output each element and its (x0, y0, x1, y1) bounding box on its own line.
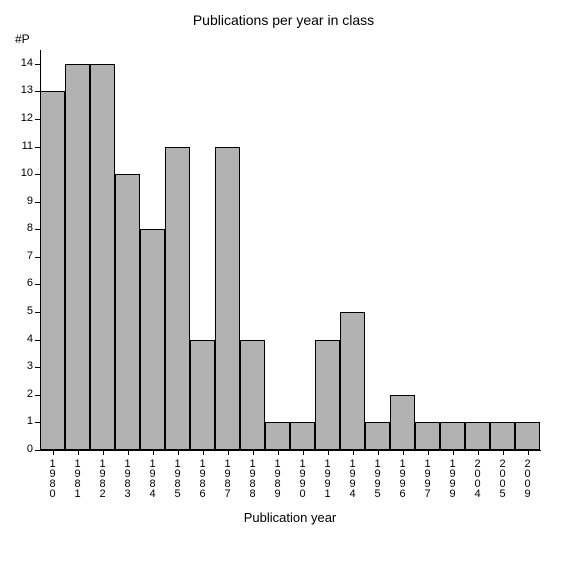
y-tick-label: 1 (8, 415, 33, 427)
y-tick-label: 13 (8, 84, 33, 96)
x-tick-label: 1997 (422, 458, 434, 498)
bar (115, 174, 140, 450)
x-tick-label: 1981 (72, 458, 84, 498)
x-tick-mark (53, 450, 54, 455)
x-tick-label: 1984 (147, 458, 159, 498)
chart-container: Publications per year in class #P Public… (0, 0, 567, 567)
y-tick-label: 9 (8, 195, 33, 207)
y-axis-label: #P (15, 32, 30, 46)
x-tick-label: 2009 (522, 458, 534, 498)
y-tick-label: 14 (8, 57, 33, 69)
x-tick-label: 1994 (347, 458, 359, 498)
x-axis-label: Publication year (40, 510, 540, 525)
y-tick-label: 5 (8, 305, 33, 317)
x-tick-mark (403, 450, 404, 455)
bar (340, 312, 365, 450)
y-tick-label: 6 (8, 277, 33, 289)
bar (490, 422, 515, 450)
x-tick-label: 1987 (222, 458, 234, 498)
y-tick-label: 0 (8, 443, 33, 455)
x-tick-mark (278, 450, 279, 455)
x-tick-label: 1991 (322, 458, 334, 498)
x-tick-label: 1983 (122, 458, 134, 498)
x-tick-label: 1996 (397, 458, 409, 498)
y-tick-mark (35, 64, 40, 65)
bar (140, 229, 165, 450)
y-tick-label: 7 (8, 250, 33, 262)
bar (40, 91, 65, 450)
y-tick-label: 2 (8, 388, 33, 400)
y-tick-label: 8 (8, 222, 33, 234)
y-tick-label: 4 (8, 333, 33, 345)
bar (190, 340, 215, 450)
bar (265, 422, 290, 450)
x-tick-mark (528, 450, 529, 455)
x-tick-mark (153, 450, 154, 455)
x-tick-mark (328, 450, 329, 455)
y-tick-label: 3 (8, 360, 33, 372)
y-tick-mark (35, 450, 40, 451)
bar (465, 422, 490, 450)
x-tick-mark (478, 450, 479, 455)
bar (65, 64, 90, 450)
bar (515, 422, 540, 450)
x-tick-mark (78, 450, 79, 455)
x-tick-label: 1990 (297, 458, 309, 498)
x-tick-label: 1986 (197, 458, 209, 498)
bar (440, 422, 465, 450)
bar (165, 147, 190, 450)
x-tick-mark (378, 450, 379, 455)
chart-title: Publications per year in class (0, 12, 567, 28)
bar (390, 395, 415, 450)
x-tick-mark (228, 450, 229, 455)
y-tick-label: 12 (8, 112, 33, 124)
x-tick-label: 1980 (47, 458, 59, 498)
y-tick-label: 10 (8, 167, 33, 179)
x-tick-mark (503, 450, 504, 455)
x-tick-mark (128, 450, 129, 455)
x-tick-mark (103, 450, 104, 455)
x-tick-label: 1982 (97, 458, 109, 498)
x-tick-label: 1988 (247, 458, 259, 498)
x-tick-mark (453, 450, 454, 455)
bar (290, 422, 315, 450)
x-tick-mark (178, 450, 179, 455)
x-tick-mark (303, 450, 304, 455)
x-tick-label: 1995 (372, 458, 384, 498)
x-tick-mark (253, 450, 254, 455)
x-tick-mark (353, 450, 354, 455)
bar (415, 422, 440, 450)
bar (215, 147, 240, 450)
bar (240, 340, 265, 450)
x-tick-label: 1985 (172, 458, 184, 498)
bar (90, 64, 115, 450)
bar (365, 422, 390, 450)
x-tick-label: 2005 (497, 458, 509, 498)
x-tick-mark (203, 450, 204, 455)
bar (315, 340, 340, 450)
x-tick-label: 1999 (447, 458, 459, 498)
x-tick-mark (428, 450, 429, 455)
x-tick-label: 1989 (272, 458, 284, 498)
x-tick-label: 2004 (472, 458, 484, 498)
y-tick-label: 11 (8, 140, 33, 152)
